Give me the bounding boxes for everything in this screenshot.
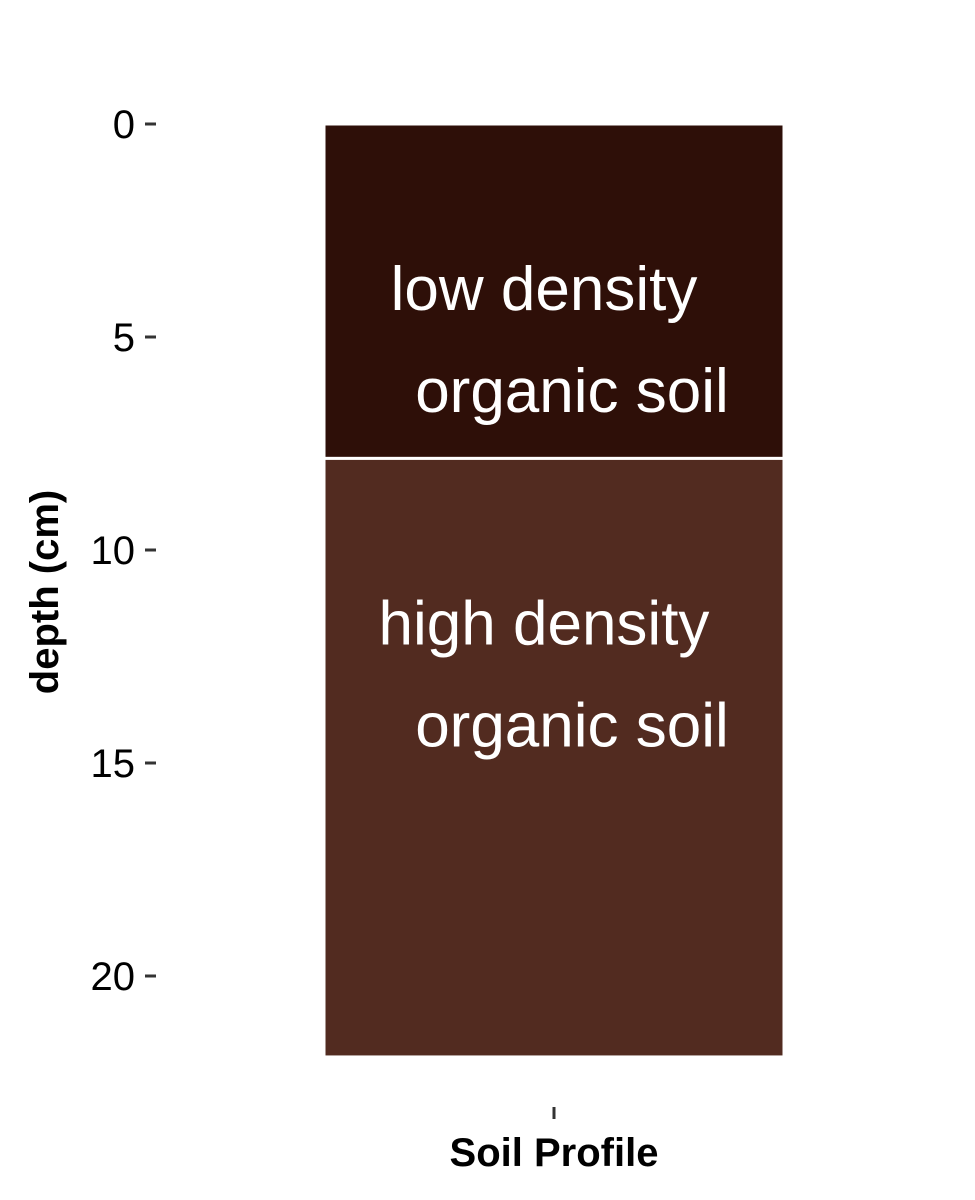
y-tick-label: 20 [91,955,136,999]
y-tick-label: 0 [113,103,135,147]
y-axis: 0 5 10 15 20 [91,103,156,999]
y-axis-title: depth (cm) [23,490,67,694]
x-axis-title: Soil Profile [450,1131,659,1175]
soil-layers: low density organic soil high density organ… [322,122,786,1059]
soil-layer-bar [322,456,786,1059]
soil-layer-bar [322,122,786,460]
soil-layer-label-line1: low density [391,255,698,324]
y-tick-label: 10 [91,529,136,573]
soil-layer-label-line2: organic soil [415,691,729,760]
y-tick-label: 15 [91,742,136,786]
soil-layer-label-line1: high density [379,589,710,658]
soil-layer-label-line2: organic soil [415,357,729,426]
x-axis: Soil Profile [450,1107,659,1175]
y-tick-label: 5 [113,316,135,360]
